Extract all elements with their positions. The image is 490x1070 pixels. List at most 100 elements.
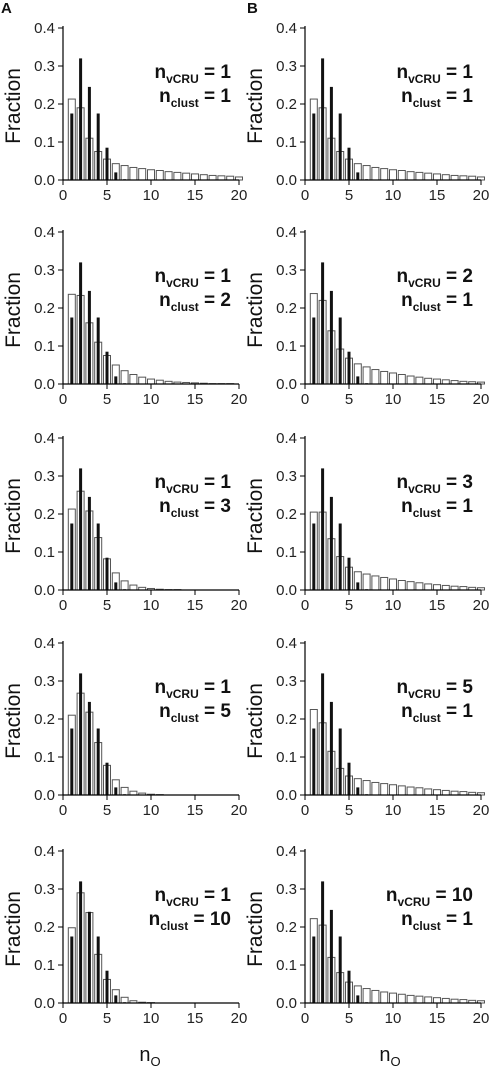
panel-a1-y-axis-label: Fraction [2,68,25,144]
panel-a2-y-axis-label: Fraction [2,272,25,348]
panel-a3-y-tick-label-0.1: 0.1 [34,544,55,561]
panel-b4-y-tick-label-0.1: 0.1 [276,749,297,766]
panel-b5-filled-bar-4 [338,936,342,1003]
panel-a2-filled-bar-4 [96,317,100,384]
panel-b5-y-tick-label-0.3: 0.3 [276,881,297,898]
panel-b5-annotation-clust: nclust = 1 [401,909,473,933]
panel-b5-open-bar-16 [441,997,450,1004]
panel-b2-x-tick-label-15: 15 [429,391,446,408]
panel-b3-filled-bar-1 [312,523,316,590]
panel-letter-b: B [247,0,258,17]
panel-b4-filled-bar-5 [347,762,351,795]
panel-a1-open-bar-16 [199,174,208,181]
panel-b5-y-tick-label-0.1: 0.1 [276,957,297,974]
panel-b4-x-tick-label-10: 10 [385,802,402,819]
panel-b4-x-tick-label-5: 5 [345,802,353,819]
panel-b1-annotation-clust: nclust = 1 [401,86,473,110]
panel-b3-filled-bar-6 [356,582,360,590]
panel-b5-open-bar-12 [406,994,415,1004]
panel-a4-filled-bar-5 [105,762,109,795]
panel-b1-y-tick-label-0.4: 0.4 [276,20,297,37]
panel-a5-y-tick-label-0.1: 0.1 [34,957,55,974]
panel-b4-open-bar-9 [380,783,389,796]
panel-a5-filled-bar-5 [105,970,109,1003]
x-axis-label-b-main: n [379,1044,390,1066]
panel-a3-x-tick-label-15: 15 [187,597,204,614]
panel-b5-open-bar-8 [371,989,380,1004]
panel-a4-open-bar-7 [120,786,129,796]
panel-a1-annotation-clust: nclust = 1 [159,86,231,110]
panel-b2-open-bar-8 [371,369,380,385]
x-axis-label-b-sub: O [391,1054,401,1069]
panel-b2-open-bar-9 [380,370,389,385]
x-axis-label-a-sub: O [151,1054,161,1069]
panel-b4-open-bar-15 [433,789,441,796]
panel-b5: 0 5 10 15 20 0.0 0.1 0.2 0.3 0.4 Fraction nvCRU = 1… [244,843,489,1027]
panel-a2-y-tick-label-0.0: 0.0 [34,376,55,393]
panel-a1-filled-bar-4 [96,113,100,180]
panel-a5-annotation-clust: nclust = 10 [149,909,231,933]
panel-b5-open-bar-10 [389,992,397,1004]
panel-a2-open-bar-7 [120,370,129,385]
panel-a3-filled-bar-3 [87,496,91,590]
panel-a5-y-tick-label-0.4: 0.4 [34,843,55,860]
panel-b3-y-tick-label-0.0: 0.0 [276,582,297,599]
panel-b5-filled-bar-5 [347,970,351,1003]
panel-b4-filled-bar-3 [329,701,333,795]
panel-b5-x-tick-label-20: 20 [473,1010,490,1027]
panel-b1-y-axis-label: Fraction [244,68,267,144]
panel-a5-y-tick-label-0.2: 0.2 [34,919,55,936]
panel-b5-x-tick-label-15: 15 [429,1010,446,1027]
panel-b2-open-bar-10 [389,372,397,385]
panel-a2: 0 5 10 15 20 0.0 0.1 0.2 0.3 0.4 Fraction nvCRU = 1… [2,224,247,408]
panel-b1-filled-bar-5 [347,147,351,180]
panel-a1-open-bar-18 [217,175,226,181]
panel-a1-open-bar-7 [120,165,129,181]
panel-a4-annotation-clust: nclust = 5 [159,701,231,725]
panel-a1-filled-bar-1 [70,113,74,180]
panel-b1-x-tick-label-20: 20 [473,187,490,204]
panel-b3-open-bar-13 [415,582,424,591]
x-axis-label-a-main: n [139,1044,150,1066]
panel-a4-annotation-vcru: nvCRU = 1 [154,677,231,701]
panel-b5-annotation-vcru: nvCRU = 10 [386,885,473,909]
panel-b2-open-bar-11 [397,374,406,385]
panel-b1-x-tick-label-10: 10 [385,187,402,204]
panel-a5-y-tick-label-0.3: 0.3 [34,881,55,898]
panel-b3-x-tick-label-10: 10 [385,597,402,614]
panel-a1-open-bar-15 [191,173,199,181]
x-axis-label-b: nO [379,1044,400,1069]
panel-b3-annotation-vcru: nvCRU = 3 [396,472,473,496]
panel-a4-filled-bar-1 [70,728,74,795]
panel-b5-x-tick-label-0: 0 [301,1010,309,1027]
panel-a3-annotation-clust: nclust = 3 [159,496,231,520]
panel-b2: 0 5 10 15 20 0.0 0.1 0.2 0.3 0.4 Fraction nvCRU = 2… [244,224,489,408]
panel-a4-y-tick-label-0.0: 0.0 [34,787,55,804]
panel-a5-y-tick-label-0.0: 0.0 [34,995,55,1012]
panel-a3-y-axis-label: Fraction [2,478,25,554]
panel-b3-filled-bar-3 [329,496,333,590]
panel-b1-y-tick-label-0.0: 0.0 [276,172,297,189]
panel-b4-open-bar-8 [371,781,380,796]
panel-b1-x-tick-label-5: 5 [345,187,353,204]
panel-b3-open-bar-9 [380,576,389,591]
panel-b3-open-bar-14 [424,583,433,591]
panel-b5-filled-bar-2 [321,881,325,1003]
panel-b4-open-bar-14 [424,788,433,796]
panel-a1-x-tick-label-10: 10 [143,187,160,204]
panel-b3-annotation-clust: nclust = 1 [401,496,473,520]
panel-b3-y-tick-label-0.2: 0.2 [276,506,297,523]
panel-a1-y-tick-label-0.0: 0.0 [34,172,55,189]
panel-b2-y-tick-label-0.1: 0.1 [276,338,297,355]
panel-b4-open-bar-12 [406,786,415,796]
panel-a5-y-axis-label: Fraction [2,891,25,967]
panel-b3-open-bar-10 [389,578,397,591]
panel-a3-filled-bar-6 [114,582,118,590]
panel-a2-annotation-vcru: nvCRU = 1 [154,266,231,290]
panel-grid: 0 5 10 15 20 0.0 0.1 0.2 0.3 0.4 Fraction nvCRU = 1… [2,20,489,1027]
panel-a3-filled-bar-5 [105,557,109,590]
panel-a2-filled-bar-5 [105,351,109,384]
panel-a4-y-tick-label-0.1: 0.1 [34,749,55,766]
panel-b5-open-bar-15 [433,997,441,1004]
